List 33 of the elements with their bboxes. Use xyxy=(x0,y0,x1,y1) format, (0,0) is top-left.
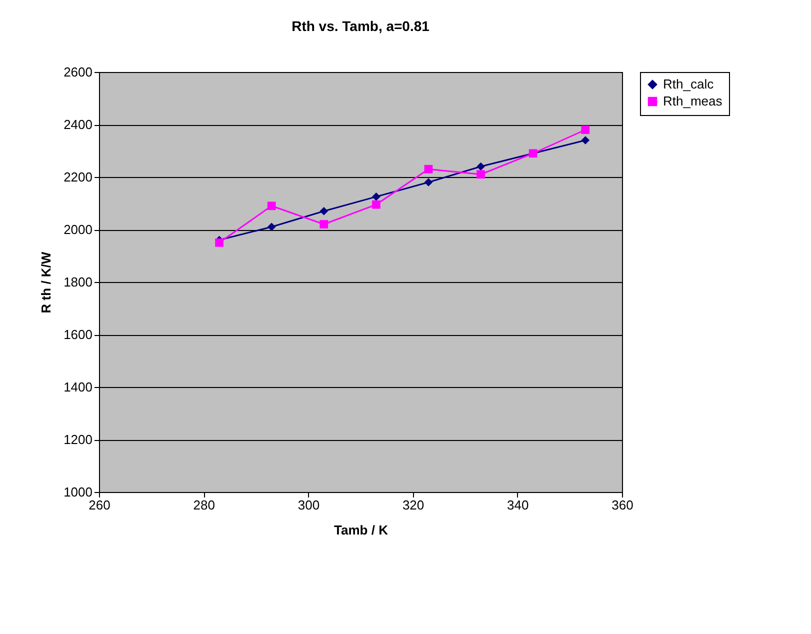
point xyxy=(476,162,485,171)
legend-label: Rth_meas xyxy=(663,94,723,108)
y-tick-label: 1200 xyxy=(64,432,92,447)
point xyxy=(320,206,328,216)
y-tick-label: 2600 xyxy=(64,64,92,80)
x-tick-label: 340 xyxy=(507,498,529,512)
y-tick-label: 2400 xyxy=(64,117,92,132)
point xyxy=(424,164,433,174)
y-tick-label: 1600 xyxy=(64,327,92,342)
point xyxy=(372,192,380,201)
x-tick-label: 320 xyxy=(402,498,424,512)
x-tick-label: 260 xyxy=(88,498,110,512)
x-tick-label: 360 xyxy=(612,498,634,512)
point xyxy=(581,126,590,134)
y-tick-label: 2200 xyxy=(64,170,92,184)
point xyxy=(372,200,380,209)
point xyxy=(215,238,224,247)
point xyxy=(424,178,433,186)
y-axis-title: R th / K/W xyxy=(38,251,54,314)
x-axis-title: Tamb / K xyxy=(334,522,389,538)
point xyxy=(320,220,328,228)
y-tick-label: 1800 xyxy=(64,274,92,290)
y-tick-label: 1400 xyxy=(64,380,92,394)
y-tick-label: 2000 xyxy=(64,222,92,237)
point xyxy=(581,136,590,144)
x-tick-label: 300 xyxy=(298,498,320,512)
chart-title: Rth vs. Tamb, a=0.81 xyxy=(292,18,430,34)
point xyxy=(476,170,485,179)
x-tick-label: 280 xyxy=(193,498,215,512)
legend-label: Rth_calc xyxy=(663,76,714,92)
y-tick-label: 1000 xyxy=(64,484,92,500)
point xyxy=(267,222,276,232)
point xyxy=(267,202,276,210)
